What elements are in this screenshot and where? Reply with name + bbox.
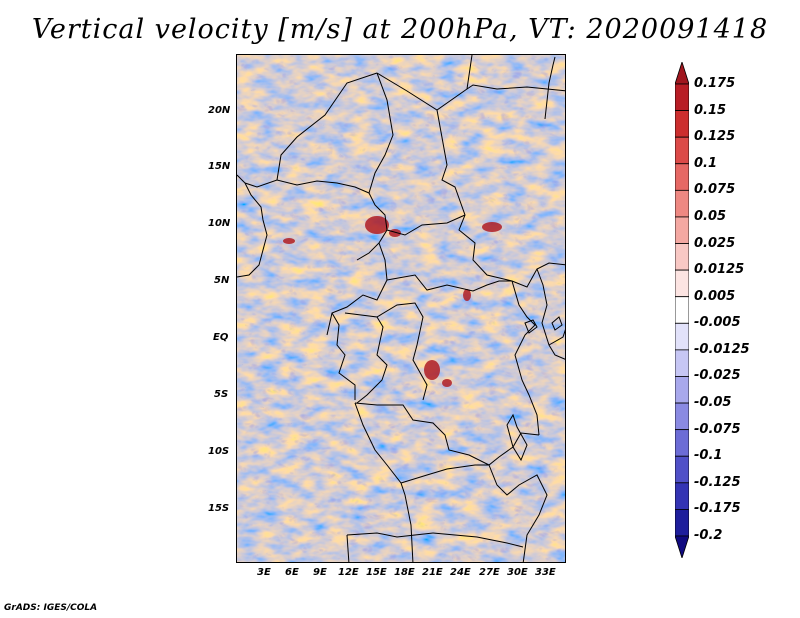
colorbar-bin (675, 136, 689, 165)
colorbar-label: 0.125 (694, 129, 736, 145)
lat-label-10n: 10N (208, 218, 231, 229)
colorbar-bin (675, 189, 689, 218)
lon-label-18e: 18E (394, 567, 415, 578)
colorbar-bin (675, 243, 689, 271)
lon-label-33e: 33E (535, 567, 556, 578)
lat-label-10s: 10S (208, 446, 230, 457)
colorbar-label: -0.2 (694, 528, 723, 543)
colorbar-bin (675, 482, 689, 510)
map-title: Vertical velocity [m/s] at 200hPa, VT: 2… (31, 14, 769, 45)
colorbar-label: 0.0125 (694, 262, 745, 278)
colorbar-label: 0.175 (694, 76, 736, 91)
lat-label-5n: 5N (214, 275, 230, 286)
grads-credit: GrADS: IGES/COLA (4, 603, 98, 613)
colorbar-bin (675, 216, 689, 244)
colorbar-bin (675, 163, 689, 191)
colorbar-label: -0.0125 (694, 341, 750, 357)
colorbar-bin (675, 455, 689, 484)
colorbar-bin (675, 429, 689, 457)
colorbar-label: -0.175 (694, 501, 741, 517)
lat-label-15n: 15N (208, 161, 231, 172)
colorbar-bin (675, 509, 689, 537)
colorbar-label: 0.005 (694, 288, 736, 304)
colorbar-bin (675, 402, 689, 431)
lat-label-eq: EQ (213, 332, 229, 343)
lon-label-12e: 12E (338, 567, 359, 578)
lon-label-27e: 27E (479, 567, 500, 578)
colorbar-label: 0.075 (694, 182, 736, 198)
lat-label-5s: 5S (214, 389, 229, 400)
map-panel[interactable] (236, 54, 566, 563)
colorbar-arrow-top (675, 62, 689, 85)
colorbar-label: -0.075 (694, 421, 741, 437)
velocity-texture (237, 55, 565, 562)
colorbar-label: -0.005 (694, 315, 741, 331)
colorbar-bin (675, 110, 689, 138)
colorbar-bin (675, 376, 689, 404)
lon-label-21e: 21E (422, 567, 443, 578)
colorbar-label: -0.125 (694, 474, 741, 490)
colorbar-arrow-bottom (675, 535, 689, 558)
lat-label-15s: 15S (208, 503, 230, 514)
colorbar-bin (675, 269, 689, 298)
velocity-field-map (237, 55, 565, 562)
lon-label-15e: 15E (366, 567, 387, 578)
lon-label-3e: 3E (257, 567, 271, 578)
colorbar-label: 0.05 (694, 208, 727, 224)
colorbar-label: -0.1 (694, 448, 723, 464)
updraft-cores (283, 216, 502, 387)
colorbar-bin (675, 83, 689, 111)
lon-label-24e: 24E (450, 567, 471, 578)
colorbar-bin (675, 349, 689, 377)
colorbar-bin (675, 296, 689, 324)
colorbar-label: 0.025 (694, 235, 736, 251)
lon-label-9e: 9E (313, 567, 327, 578)
colorbar-bin (675, 322, 689, 351)
country-borders (237, 55, 565, 562)
lon-label-6e: 6E (285, 567, 299, 578)
colorbar-label: -0.05 (694, 395, 732, 411)
colorbar-label: 0.15 (694, 102, 727, 118)
colorbar-label: -0.025 (694, 368, 741, 384)
lat-label-20n: 20N (208, 105, 231, 116)
colorbar (675, 62, 689, 558)
colorbar-label: 0.1 (694, 155, 718, 171)
lon-label-30e: 30E (507, 567, 528, 578)
